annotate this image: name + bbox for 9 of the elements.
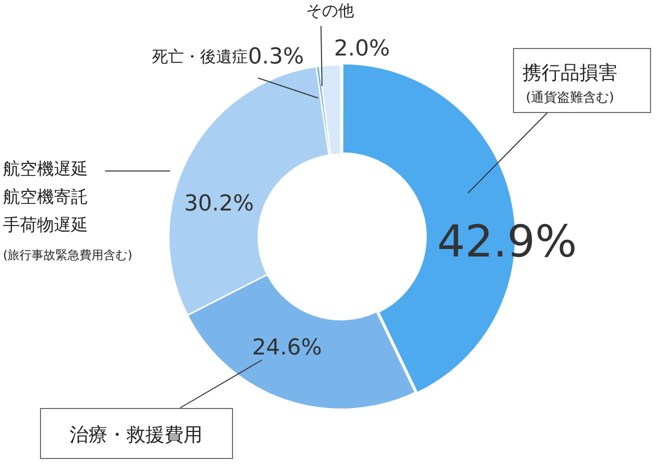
data-label: 0.3% — [248, 44, 304, 70]
data-label: 30.2% — [184, 192, 254, 217]
data-label: 24.6% — [252, 336, 322, 361]
data-label: 2.0% — [334, 36, 390, 62]
slice-label: 携行品損害 (通貨盗難含む) — [522, 62, 618, 106]
slice-label: 航空機遅延航空機寄託手荷物遅延 (旅行事故緊急費用含む) — [3, 159, 132, 262]
slice-label: その他 — [306, 1, 354, 20]
slice-label: 治療・救援費用 — [70, 424, 202, 446]
slice-label: 死亡・後遺症 — [152, 47, 248, 66]
